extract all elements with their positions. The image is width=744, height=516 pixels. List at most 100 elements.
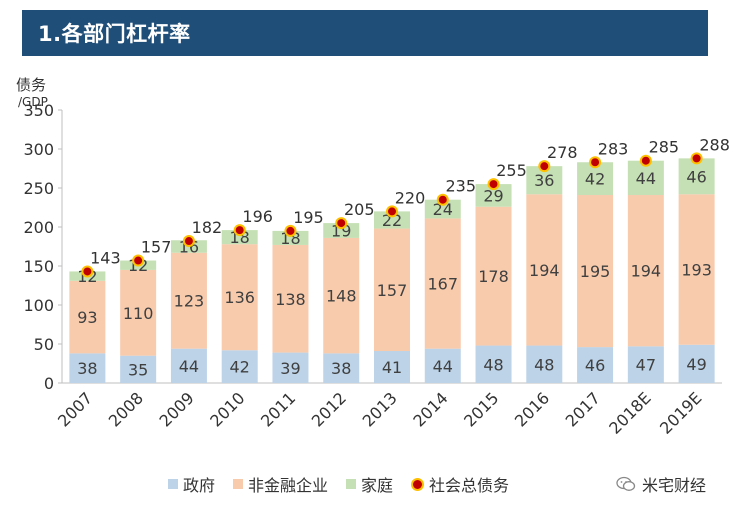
bar-data-label: 47 <box>636 356 656 375</box>
y-tick-label: 0 <box>44 374 54 393</box>
title-bar: 1.各部门杠杆率 <box>22 10 708 56</box>
bar-segment <box>678 344 715 383</box>
wechat-icon <box>616 476 636 491</box>
y-axis-label-line1: 债务 <box>16 76 47 94</box>
bar-data-label: 178 <box>478 267 509 286</box>
total-debt-point <box>335 217 348 230</box>
bar-data-label: 24 <box>433 200 453 219</box>
bar-data-label: 44 <box>433 357 453 376</box>
bar-segment <box>526 345 563 383</box>
bar-data-label: 22 <box>382 211 402 230</box>
bar-segment <box>475 184 512 207</box>
bar-data-label: 44 <box>636 169 656 188</box>
legend-label-household: 家庭 <box>361 476 394 495</box>
bar-data-label: 167 <box>427 275 458 294</box>
total-debt-point <box>233 224 246 237</box>
x-tick-label: 2014 <box>409 388 451 430</box>
bar-segment <box>272 230 309 245</box>
bar-data-label: 44 <box>179 357 199 376</box>
bar-data-label: 42 <box>585 170 605 189</box>
bar-segment <box>424 348 461 383</box>
bar-data-label: 138 <box>275 290 306 309</box>
total-debt-label: 285 <box>649 138 680 157</box>
bar-data-label: 29 <box>483 186 503 205</box>
x-tick-label: 2007 <box>54 388 96 430</box>
page-title: 1.各部门杠杆率 <box>38 22 191 46</box>
bar-segment <box>221 230 258 245</box>
bar-segment <box>475 206 512 346</box>
bar-data-label: 35 <box>128 360 148 379</box>
total-debt-point <box>436 193 449 206</box>
bar-data-label: 193 <box>681 261 712 280</box>
y-tick-label: 250 <box>23 179 54 198</box>
y-tick-label: 200 <box>23 218 54 237</box>
total-debt-point <box>690 152 703 165</box>
bar-data-label: 110 <box>123 304 154 323</box>
bar-segment <box>678 194 715 345</box>
bar-data-label: 49 <box>686 355 706 374</box>
bar-segment <box>272 244 309 353</box>
bar-data-label: 42 <box>230 358 250 377</box>
bar-segment <box>627 195 664 347</box>
legend-item-household: 家庭 <box>346 472 393 496</box>
x-tick-label: 2017 <box>562 388 604 430</box>
bar-data-label: 194 <box>631 262 662 281</box>
y-tick-label: 350 <box>23 101 54 120</box>
bar-segment <box>272 352 309 383</box>
bar-segment <box>323 353 360 383</box>
total-debt-point <box>538 160 551 173</box>
bar-segment <box>221 350 258 383</box>
y-tick-label: 150 <box>23 257 54 276</box>
legend: 政府 非金融企业 家庭 社会总债务 <box>168 470 527 498</box>
bar-segment <box>577 347 614 383</box>
bar-segment <box>577 195 614 348</box>
bar-segment <box>323 223 360 238</box>
x-tick-label: 2018E <box>605 388 654 437</box>
total-debt-point <box>639 154 652 167</box>
total-debt-point <box>386 205 398 218</box>
legend-label-total-debt: 社会总债务 <box>429 476 510 495</box>
bar-segment <box>374 211 410 229</box>
total-debt-label: 283 <box>598 139 629 158</box>
legend-swatch-corporate <box>233 479 244 489</box>
bar-data-label: 123 <box>174 292 205 311</box>
total-debt-label: 182 <box>192 218 223 237</box>
total-debt-point <box>487 178 500 191</box>
x-tick-label: 2008 <box>105 388 147 430</box>
bar-segment <box>374 351 410 383</box>
y-tick-label: 300 <box>23 140 54 159</box>
bar-data-label: 46 <box>686 167 706 186</box>
legend-item-government: 政府 <box>168 472 215 496</box>
bar-segment <box>627 346 664 383</box>
total-debt-point <box>81 265 94 278</box>
legend-label-government: 政府 <box>183 476 216 495</box>
total-debt-label: 143 <box>90 248 121 267</box>
bar-segment <box>221 244 258 351</box>
total-debt-point <box>182 235 195 248</box>
bar-segment <box>526 194 563 346</box>
bar-data-label: 93 <box>77 308 97 327</box>
bar-data-label: 136 <box>224 288 255 307</box>
bar-data-label: 48 <box>483 355 503 374</box>
bar-data-label: 195 <box>580 262 611 281</box>
bar-data-label: 38 <box>77 359 97 378</box>
bar-segment <box>69 280 106 354</box>
total-debt-label: 157 <box>141 238 172 257</box>
watermark-text: 米宅财经 <box>642 476 707 495</box>
total-debt-label: 288 <box>699 135 730 154</box>
bar-segment <box>424 218 461 349</box>
total-debt-label: 196 <box>242 207 273 226</box>
total-debt-label: 220 <box>395 188 426 207</box>
legend-marker-total-debt <box>411 477 425 491</box>
bar-data-label: 194 <box>529 261 560 280</box>
watermark: 米宅财经 <box>616 470 706 498</box>
y-tick-label: 50 <box>34 335 54 354</box>
x-tick-label: 2012 <box>308 388 350 430</box>
x-tick-label: 2011 <box>257 388 299 430</box>
bar-segment <box>170 252 207 349</box>
bar-segment <box>323 237 360 354</box>
legend-item-total-debt: 社会总债务 <box>411 472 509 496</box>
bar-data-label: 46 <box>585 356 605 375</box>
x-tick-label: 2019E <box>656 388 705 437</box>
legend-label-corporate: 非金融企业 <box>248 476 329 495</box>
